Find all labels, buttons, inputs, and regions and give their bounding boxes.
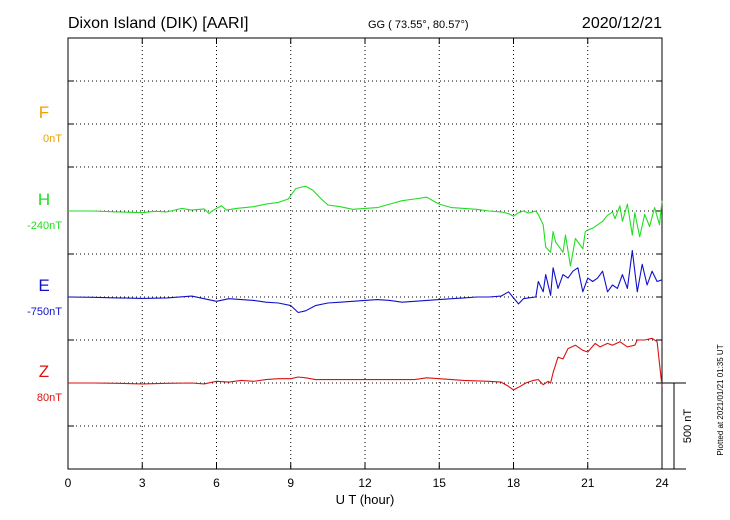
x-tick-label: 24	[655, 476, 669, 490]
series-line-E	[67, 250, 663, 314]
component-label-E: E	[38, 276, 49, 295]
grid-lines	[68, 38, 662, 469]
scale-bar-label: 500 nT	[682, 409, 694, 444]
series-line-Z	[68, 337, 663, 391]
baseline-label-E: -750nT	[27, 306, 62, 318]
series-lines	[67, 185, 663, 391]
component-label-F: F	[39, 103, 49, 122]
x-tick-label: 9	[287, 476, 294, 490]
x-tick-label: 12	[358, 476, 372, 490]
x-axis-label: U T (hour)	[336, 492, 395, 507]
scale-bar: 500 nT	[662, 382, 694, 470]
component-labels: F 0nT H -240nT E -750nT Z 80nT	[27, 103, 62, 404]
baseline-label-Z: 80nT	[37, 392, 62, 404]
plotted-note: Plotted at 2021/01/21 01:35 UT	[716, 344, 725, 455]
x-tick-label: 3	[139, 476, 146, 490]
x-tick-label: 15	[433, 476, 447, 490]
component-label-H: H	[38, 190, 50, 209]
x-axis-ticks: 0 3 6 9 12 15 18 21 24	[65, 38, 669, 490]
baseline-label-H: -240nT	[27, 220, 62, 232]
x-tick-label: 18	[507, 476, 521, 490]
station-title: Dixon Island (DIK) [AARI]	[68, 15, 249, 32]
x-tick-label: 0	[65, 476, 72, 490]
component-label-Z: Z	[39, 362, 49, 381]
x-tick-label: 21	[581, 476, 595, 490]
baseline-label-F: 0nT	[43, 133, 62, 145]
x-tick-label: 6	[213, 476, 220, 490]
date-label: 2020/12/21	[582, 15, 662, 32]
series-line-H	[68, 185, 663, 267]
coordinates-label: GG ( 73.55°, 80.57°)	[368, 19, 469, 31]
